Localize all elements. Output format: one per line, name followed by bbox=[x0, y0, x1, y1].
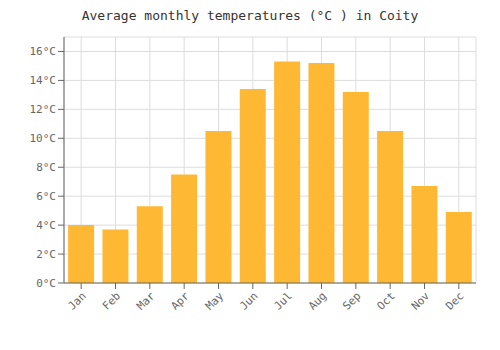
svg-text:Feb: Feb bbox=[100, 289, 123, 312]
html-text:Average monthly temperatures (: Average monthly temperatures (°C ) in Co… bbox=[81, 8, 419, 23]
svg-text:Oct: Oct bbox=[375, 289, 398, 312]
svg-text:16°C: 16°C bbox=[30, 45, 57, 58]
svg-text:Apr: Apr bbox=[169, 289, 193, 313]
svg-text:Jun: Jun bbox=[237, 289, 260, 312]
svg-text:Nov: Nov bbox=[409, 289, 433, 313]
svg-text:6°C: 6°C bbox=[36, 190, 56, 203]
svg-text:4°C: 4°C bbox=[36, 219, 56, 232]
svg-text:Sep: Sep bbox=[340, 289, 363, 312]
svg-text:0°C: 0°C bbox=[36, 277, 56, 290]
svg-text:8°C: 8°C bbox=[36, 161, 56, 174]
svg-text:Jul: Jul bbox=[272, 289, 295, 312]
svg-text:2°C: 2°C bbox=[36, 248, 56, 261]
svg-text:Dec: Dec bbox=[443, 289, 466, 312]
svg-text:12°C: 12°C bbox=[30, 103, 57, 116]
svg-text:Jan: Jan bbox=[66, 289, 89, 312]
svg-text:May: May bbox=[203, 289, 227, 313]
svg-text:Mar: Mar bbox=[134, 289, 158, 313]
svg-text:Aug: Aug bbox=[306, 289, 329, 312]
svg-text:14°C: 14°C bbox=[30, 74, 57, 87]
svg-text:10°C: 10°C bbox=[30, 132, 57, 145]
